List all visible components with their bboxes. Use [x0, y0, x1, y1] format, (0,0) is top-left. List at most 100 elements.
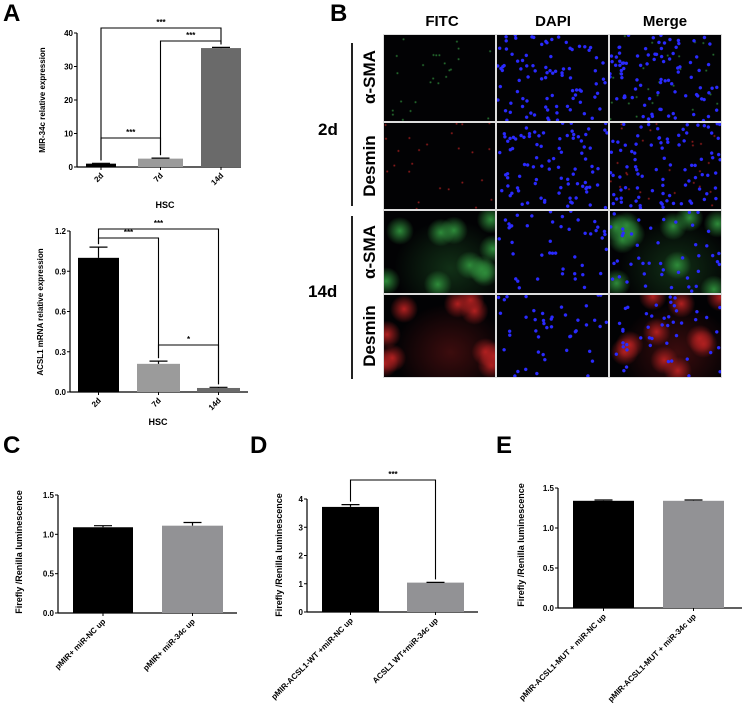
- y-tick-label: 1.2: [55, 227, 67, 236]
- chart-e: 0.0 0.5 1.0 1.5 pMIR-ACSL1-MUT + miR-NC uppM…: [516, 483, 742, 704]
- y-axis-label: Firefly /Renilla luminescence: [14, 490, 24, 614]
- y-tick-label: 0: [69, 163, 74, 172]
- group-label-14d: 14d: [308, 282, 338, 301]
- micrograph-2d-desmin-fitc: [383, 122, 496, 210]
- y-tick-label: 0.9: [55, 267, 67, 276]
- significance-bracket: [97, 228, 220, 385]
- y-tick-label: 1.0: [43, 530, 55, 539]
- error-bar: [149, 360, 168, 364]
- bar-7d: [138, 158, 183, 167]
- error-bar: [94, 525, 112, 528]
- x-axis-label: HSC: [148, 417, 168, 427]
- y-tick-label: 0.0: [43, 609, 55, 618]
- x-axis-label: HSC: [155, 200, 175, 210]
- y-axis-label: Firefly /Renilla luminescence: [274, 493, 284, 617]
- y-axis-label: MIR-34c relative expression: [38, 47, 47, 152]
- micrograph-2d-asma-merge: [609, 34, 722, 122]
- column-header-fitc: FITC: [425, 13, 459, 30]
- bar-pmir-acsl1-wt-mir-nc-up: [322, 506, 379, 612]
- bar-pmir-acsl1-mut-mir-nc-up: [573, 500, 634, 608]
- error-bar: [183, 521, 202, 526]
- x-tick-label: pMIR-ACSL1-WT +miR-NC up: [270, 616, 355, 701]
- x-tick-label: 14d: [209, 171, 225, 187]
- significance-label: ***: [154, 219, 164, 228]
- error-bar: [341, 504, 360, 507]
- group-bracket-2d: [351, 43, 353, 206]
- chart-c: 0.0 0.5 1.0 1.5 pMIR+ miR-NC up pMIR+ miR-34c…: [14, 490, 237, 673]
- significance-bracket: [157, 344, 220, 385]
- x-tick-label: 7d: [152, 171, 165, 184]
- y-tick-label: 4: [299, 495, 304, 504]
- significance-bracket: [100, 137, 162, 161]
- bar-14d: [201, 48, 241, 168]
- y-tick-label: 3: [299, 523, 304, 532]
- significance-label: ***: [186, 31, 196, 40]
- y-tick-label: 0.0: [55, 388, 67, 397]
- y-tick-label: 20: [64, 96, 73, 105]
- chart-d: 0 1 2 3 4 pMIR-ACSL1-WT +miR-NC up ACSL1 WT+mi…: [270, 470, 478, 701]
- x-tick-label: pMIR-ACSL1-MUT + miR-34c up: [606, 612, 698, 704]
- bar-pmir-mir-34c-up: [162, 525, 223, 613]
- y-tick-label: 0.6: [55, 308, 67, 317]
- y-tick-label: 0.3: [55, 348, 67, 357]
- micrograph-14d-desmin-dapi: [496, 294, 609, 378]
- bar-acsl1-wt-mir-34c-up: [407, 582, 464, 612]
- significance-bracket: [349, 479, 437, 580]
- x-tick-label: 2d: [92, 171, 105, 184]
- error-bar: [151, 157, 170, 159]
- y-tick-label: 10: [64, 130, 73, 139]
- panel-label-a: A: [3, 0, 21, 27]
- y-tick-label: 30: [64, 63, 73, 72]
- significance-label: ***: [388, 470, 398, 479]
- panel-label-b: B: [330, 0, 348, 27]
- y-axis-label: ACSL1 mRNA relative expression: [36, 248, 45, 375]
- y-tick-label: 1: [299, 580, 304, 589]
- y-tick-label: 0: [299, 608, 304, 617]
- error-bar: [212, 46, 230, 49]
- y-tick-label: 1.0: [543, 524, 555, 533]
- y-tick-label: 0.5: [43, 570, 55, 579]
- significance-label: ***: [126, 128, 136, 137]
- x-tick-label: ACSL1 WT+miR-34c up: [371, 616, 440, 685]
- chart-a2: 0.00.30.60.91.22d 7d 14d*******ACSL1 mRNA …: [36, 219, 248, 427]
- panel-label-c: C: [3, 432, 21, 459]
- chart-a1: 0 10 20 30 40 2d 7d 14d *** *** *** MIR-34c relativ…: [38, 18, 241, 210]
- error-bar: [684, 499, 703, 501]
- significance-label: ***: [124, 228, 134, 237]
- bar-2d: [86, 163, 116, 167]
- y-tick-label: 1.5: [543, 484, 555, 493]
- y-axis-label: Firefly /Renilla luminescence: [516, 483, 526, 607]
- bar-2d: [78, 257, 119, 392]
- micrograph-14d-asma-dapi: [496, 210, 609, 294]
- bar-7d: [137, 363, 180, 392]
- bar-pmir-acsl1-mut-mir-34c-up: [663, 500, 724, 608]
- y-tick-label: 1.5: [43, 491, 55, 500]
- panel-label-e: E: [496, 432, 513, 459]
- x-tick-label: pMIR-ACSL1-MUT + miR-NC up: [517, 612, 608, 703]
- micrograph-2d-desmin-merge: [609, 122, 722, 210]
- significance-label: ***: [156, 18, 166, 27]
- micrograph-14d-desmin-merge: [609, 294, 722, 378]
- error-bar: [89, 246, 108, 258]
- x-tick-label: pMIR+ miR-NC up: [53, 617, 107, 671]
- y-tick-label: 0.0: [543, 604, 555, 613]
- group-bracket-14d: [351, 216, 353, 379]
- y-tick-label: 40: [64, 29, 73, 38]
- micrograph-2d-asma-dapi: [496, 34, 609, 122]
- bar-14d: [197, 387, 240, 392]
- panel-label-d: D: [250, 432, 268, 459]
- error-bar: [209, 386, 228, 388]
- bar-pmir-mir-nc-up: [73, 527, 133, 613]
- significance-bracket: [100, 27, 222, 161]
- y-tick-label: 2: [299, 552, 304, 561]
- x-tick-label: pMIR+ miR-34c up: [141, 617, 197, 673]
- group-label-2d: 2d: [318, 120, 338, 139]
- x-tick-label: 14d: [207, 396, 223, 412]
- micrograph-14d-desmin-fitc: [383, 294, 496, 378]
- micrograph-14d-asma-merge: [609, 210, 722, 294]
- micrograph-14d-asma-fitc: [383, 210, 496, 294]
- error-bar: [594, 499, 613, 501]
- micrograph-2d-desmin-dapi: [496, 122, 609, 210]
